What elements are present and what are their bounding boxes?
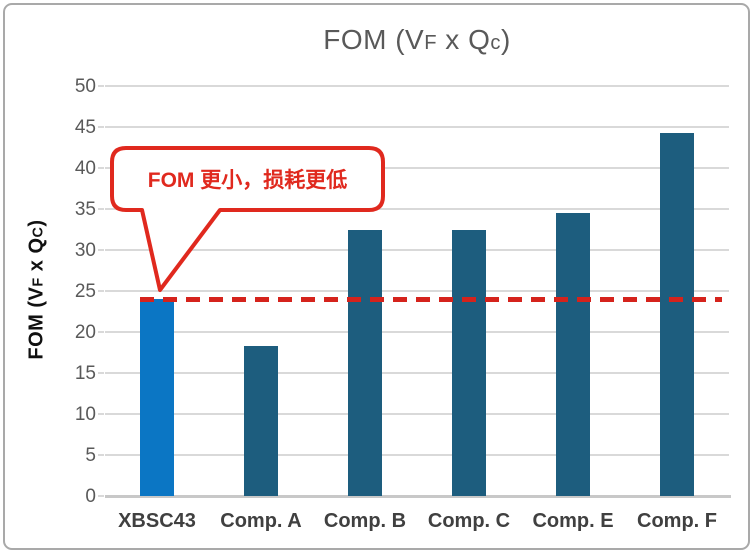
gridline-5 — [105, 454, 729, 456]
gridline-10 — [105, 413, 729, 415]
x-axis-label-comp-e: Comp. E — [532, 510, 614, 532]
x-axis-label-comp-a: Comp. A — [220, 510, 302, 532]
y-tick-mark-15 — [98, 372, 104, 374]
y-tick-mark-30 — [98, 249, 104, 251]
x-axis-label-xbsc43: XBSC43 — [118, 510, 196, 532]
x-axis-label-comp-f: Comp. F — [637, 510, 717, 532]
y-tick-label-10: 10 — [74, 403, 96, 425]
y-axis-title-text: x Q — [25, 237, 48, 278]
bar-comp-c — [452, 230, 486, 496]
gridline-40 — [105, 167, 729, 169]
y-tick-label-25: 25 — [74, 280, 96, 302]
callout-bubble — [110, 146, 385, 292]
y-tick-mark-0 — [98, 495, 104, 497]
chart-title-text: ) — [500, 24, 511, 55]
y-tick-mark-40 — [98, 167, 104, 169]
y-tick-label-35: 35 — [74, 198, 96, 220]
gridline-35 — [105, 208, 729, 210]
y-tick-label-30: 30 — [74, 239, 96, 261]
chart-title-subscript-f: F — [424, 32, 438, 54]
chart-title-text: x Q — [437, 24, 491, 55]
y-axis-title-text: ) — [25, 219, 48, 227]
reference-dashed-line — [140, 296, 722, 302]
chart-title: FOM (VF x Qc) — [105, 24, 729, 56]
y-tick-label-20: 20 — [74, 321, 96, 343]
chart-title-text: FOM (V — [323, 24, 425, 55]
y-tick-label-0: 0 — [85, 485, 96, 507]
y-tick-label-15: 15 — [74, 362, 96, 384]
gridline-15 — [105, 372, 729, 374]
y-tick-mark-45 — [98, 126, 104, 128]
bar-comp-b — [348, 230, 382, 496]
gridline-20 — [105, 331, 729, 333]
bar-comp-e — [556, 213, 590, 496]
chart-title-subscript-c: c — [490, 32, 501, 54]
gridline-25 — [105, 290, 729, 292]
gridline-50 — [105, 85, 729, 87]
gridline-30 — [105, 249, 729, 251]
callout-bubble-outline — [110, 146, 385, 292]
y-tick-mark-35 — [98, 208, 104, 210]
bar-xbsc43 — [140, 299, 174, 496]
y-axis-title-subscript-c: C — [30, 226, 47, 238]
y-tick-label-40: 40 — [74, 157, 96, 179]
x-axis-label-comp-c: Comp. C — [427, 510, 511, 532]
y-tick-mark-5 — [98, 454, 104, 456]
y-axis-title: FOM (VF x QC) — [26, 165, 49, 415]
y-tick-mark-25 — [98, 290, 104, 292]
bar-comp-a — [244, 345, 278, 496]
y-axis-title-subscript-f: F — [30, 277, 47, 287]
callout-text: FOM 更小，损耗更低 — [147, 169, 348, 192]
y-tick-label-5: 5 — [85, 444, 96, 466]
x-axis-line — [105, 495, 731, 498]
bar-comp-f — [660, 132, 694, 496]
y-axis-title-text: FOM (V — [25, 286, 48, 360]
y-tick-mark-50 — [98, 85, 104, 87]
x-axis-label-comp-b: Comp. B — [323, 510, 407, 532]
y-tick-mark-20 — [98, 331, 104, 333]
y-tick-label-50: 50 — [74, 75, 96, 97]
gridline-45 — [105, 126, 729, 128]
y-tick-label-45: 45 — [74, 116, 96, 138]
y-tick-mark-10 — [98, 413, 104, 415]
